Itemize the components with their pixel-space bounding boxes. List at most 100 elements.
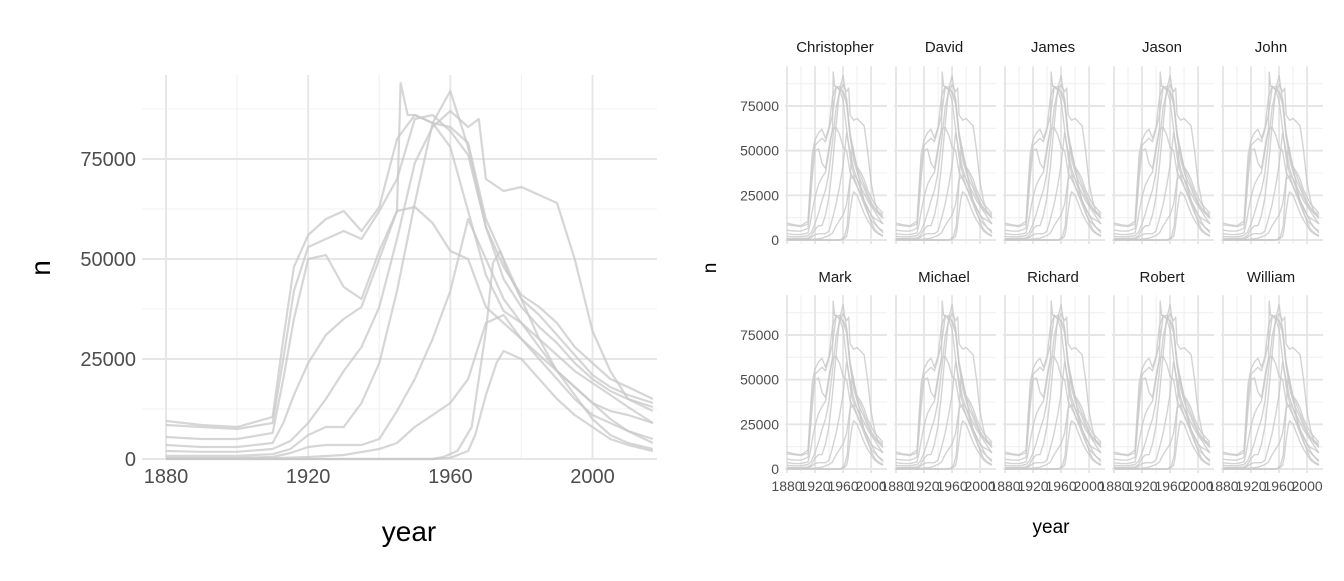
x-tick-label: 1960 — [827, 478, 858, 494]
x-tick-label: 1880 — [880, 478, 911, 494]
series-line-7 — [1223, 361, 1320, 470]
series-line-7 — [1223, 132, 1320, 241]
series-line-7 — [1005, 132, 1102, 241]
series-line-6 — [166, 89, 654, 457]
facet-y-axis-title: n — [700, 263, 721, 274]
series-line-7 — [896, 361, 993, 470]
x-tick-label: 1960 — [1263, 478, 1294, 494]
y-tick-label: 25000 — [740, 416, 779, 432]
y-tick-label: 75000 — [740, 327, 779, 343]
facet-x-axis-title: year — [1033, 517, 1071, 538]
y-tick-label: 75000 — [80, 149, 136, 171]
facet-title: Richard — [1027, 269, 1079, 286]
series-line-5 — [786, 312, 884, 467]
series-line-10 — [1223, 420, 1320, 470]
series-line-6 — [896, 74, 993, 240]
y-tick-label: 0 — [125, 449, 136, 471]
facet-title: John — [1255, 39, 1288, 56]
facet-title: Michael — [918, 269, 970, 286]
series-line-5 — [895, 312, 993, 467]
series-line-6 — [896, 303, 993, 469]
y-tick-label: 25000 — [80, 349, 136, 371]
series-line-7 — [896, 132, 993, 241]
y-tick-label: 50000 — [740, 143, 779, 159]
series-line-10 — [1005, 420, 1102, 470]
facet-panel-william — [1221, 295, 1323, 473]
x-tick-label: 1920 — [908, 478, 939, 494]
series-line-7 — [1114, 132, 1211, 241]
facet-panel-david — [894, 66, 996, 244]
x-tick-label: 1880 — [989, 478, 1020, 494]
series-line-2 — [165, 113, 654, 431]
x-tick-label: 2000 — [1292, 478, 1323, 494]
x-tick-label: 1960 — [428, 466, 473, 488]
x-tick-label: 1920 — [1017, 478, 1048, 494]
x-tick-label: 1920 — [1235, 478, 1266, 494]
y-axis-title: n — [25, 260, 56, 276]
series-line-6 — [1114, 303, 1211, 469]
series-line-4 — [165, 205, 654, 449]
facet-title: Christopher — [796, 39, 874, 56]
series-line-5 — [1113, 312, 1211, 467]
series-line-5 — [1004, 312, 1102, 467]
series-line-7 — [787, 132, 884, 241]
x-tick-label: 2000 — [1183, 478, 1214, 494]
series-line-10 — [1114, 191, 1211, 241]
y-tick-label: 50000 — [740, 372, 779, 388]
x-tick-label: 1960 — [1045, 478, 1076, 494]
series-line-10 — [1223, 191, 1320, 241]
series-line-5 — [1004, 83, 1102, 238]
series-line-7 — [787, 361, 884, 470]
series-line-7 — [1005, 361, 1102, 470]
facet-title: Robert — [1139, 269, 1185, 286]
y-tick-label: 75000 — [740, 98, 779, 114]
left-panel — [142, 75, 657, 461]
series-line-6 — [1005, 74, 1102, 240]
facet-panel-mark — [785, 295, 887, 473]
facet-title: James — [1031, 39, 1075, 56]
series-line-10 — [787, 420, 884, 470]
series-line-6 — [1005, 303, 1102, 469]
y-tick-label: 50000 — [80, 249, 136, 271]
x-tick-label: 2000 — [965, 478, 996, 494]
x-tick-label: 1960 — [1154, 478, 1185, 494]
facet-panel-james — [1003, 66, 1105, 244]
y-tick-label: 25000 — [740, 187, 779, 203]
series-line-10 — [787, 191, 884, 241]
facet-title: Jason — [1142, 39, 1182, 56]
series-line-8 — [166, 313, 654, 460]
x-tick-label: 2000 — [570, 466, 615, 488]
series-line-5 — [165, 109, 654, 453]
facet-title: William — [1247, 269, 1295, 286]
series-line-7 — [166, 217, 654, 459]
facet-panel-robert — [1112, 295, 1214, 473]
facet-panel-michael — [894, 295, 996, 473]
series-line-10 — [1005, 191, 1102, 241]
x-tick-label: 1920 — [799, 478, 830, 494]
series-line-1 — [165, 113, 654, 429]
y-tick-label: 0 — [771, 461, 779, 477]
series-line-5 — [1222, 83, 1320, 238]
series-line-10 — [896, 191, 993, 241]
series-line-6 — [787, 303, 884, 469]
series-line-6 — [787, 74, 884, 240]
facet-panel-jason — [1112, 66, 1214, 244]
x-tick-label: 2000 — [856, 478, 887, 494]
x-tick-label: 1880 — [1207, 478, 1238, 494]
series-line-6 — [1114, 74, 1211, 240]
facet-panel-john — [1221, 66, 1323, 244]
facet-panel-richard — [1003, 295, 1105, 473]
series-line-10 — [1114, 420, 1211, 470]
x-tick-label: 1960 — [936, 478, 967, 494]
x-tick-label: 2000 — [1074, 478, 1105, 494]
series-line-5 — [895, 83, 993, 238]
facet-panel-christopher — [785, 66, 887, 244]
series-line-5 — [786, 83, 884, 238]
facet-title: Mark — [818, 269, 852, 286]
y-tick-label: 0 — [771, 232, 779, 248]
series-line-6 — [1223, 303, 1320, 469]
x-axis-title: year — [382, 516, 436, 547]
series-line-6 — [1223, 74, 1320, 240]
